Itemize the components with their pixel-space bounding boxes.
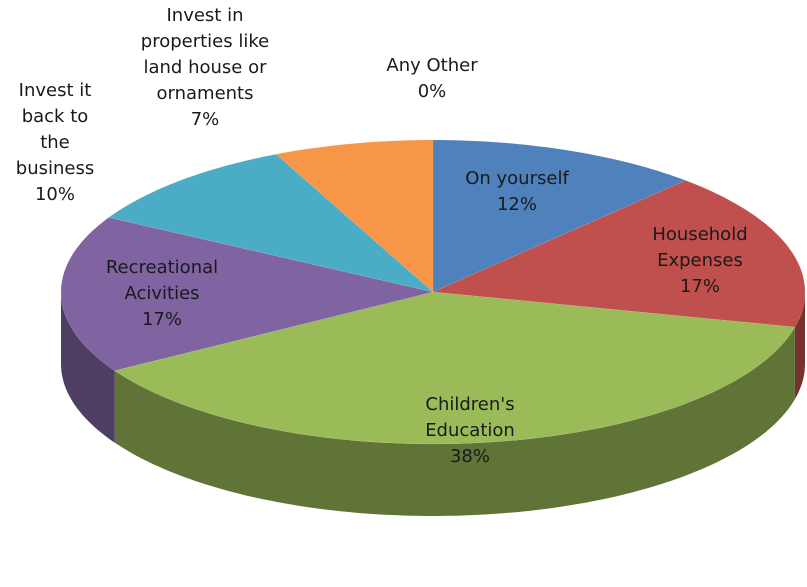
slice-label: Children's Education 38% bbox=[400, 392, 540, 470]
category-label: On yourself bbox=[465, 168, 569, 189]
value-label: 0% bbox=[417, 81, 447, 102]
slice-label: Household Expenses 17% bbox=[635, 222, 765, 300]
slice bbox=[60, 217, 434, 371]
category-label: Invest it back to the business bbox=[15, 80, 95, 179]
value-label: 17% bbox=[141, 309, 182, 330]
slice-label: Any Other 0% bbox=[367, 53, 497, 105]
value-label: 7% bbox=[190, 109, 220, 130]
value-label: 12% bbox=[496, 194, 537, 215]
slice-label: On yourself 12% bbox=[442, 166, 592, 218]
category-label: Children's Education bbox=[425, 394, 515, 441]
value-label: 17% bbox=[679, 276, 720, 297]
slice bbox=[114, 291, 796, 445]
slice-label: Recreational Acivities 17% bbox=[82, 255, 242, 333]
category-label: Invest in properties like land house or … bbox=[140, 5, 270, 104]
slice bbox=[108, 153, 434, 293]
slice-label: Invest in properties like land house or … bbox=[120, 3, 290, 133]
category-label: Recreational Acivities bbox=[105, 257, 219, 304]
category-label: Any Other bbox=[386, 55, 478, 76]
value-label: 38% bbox=[449, 446, 490, 467]
category-label: Household Expenses bbox=[652, 224, 748, 271]
slice-side bbox=[114, 327, 795, 516]
slice-side bbox=[61, 292, 115, 443]
slice-side bbox=[794, 292, 805, 400]
value-label: 10% bbox=[34, 184, 75, 205]
slice-label: Invest it back to the business 10% bbox=[5, 78, 105, 208]
slice bbox=[432, 139, 687, 293]
slice bbox=[432, 180, 806, 328]
slice bbox=[275, 139, 434, 293]
